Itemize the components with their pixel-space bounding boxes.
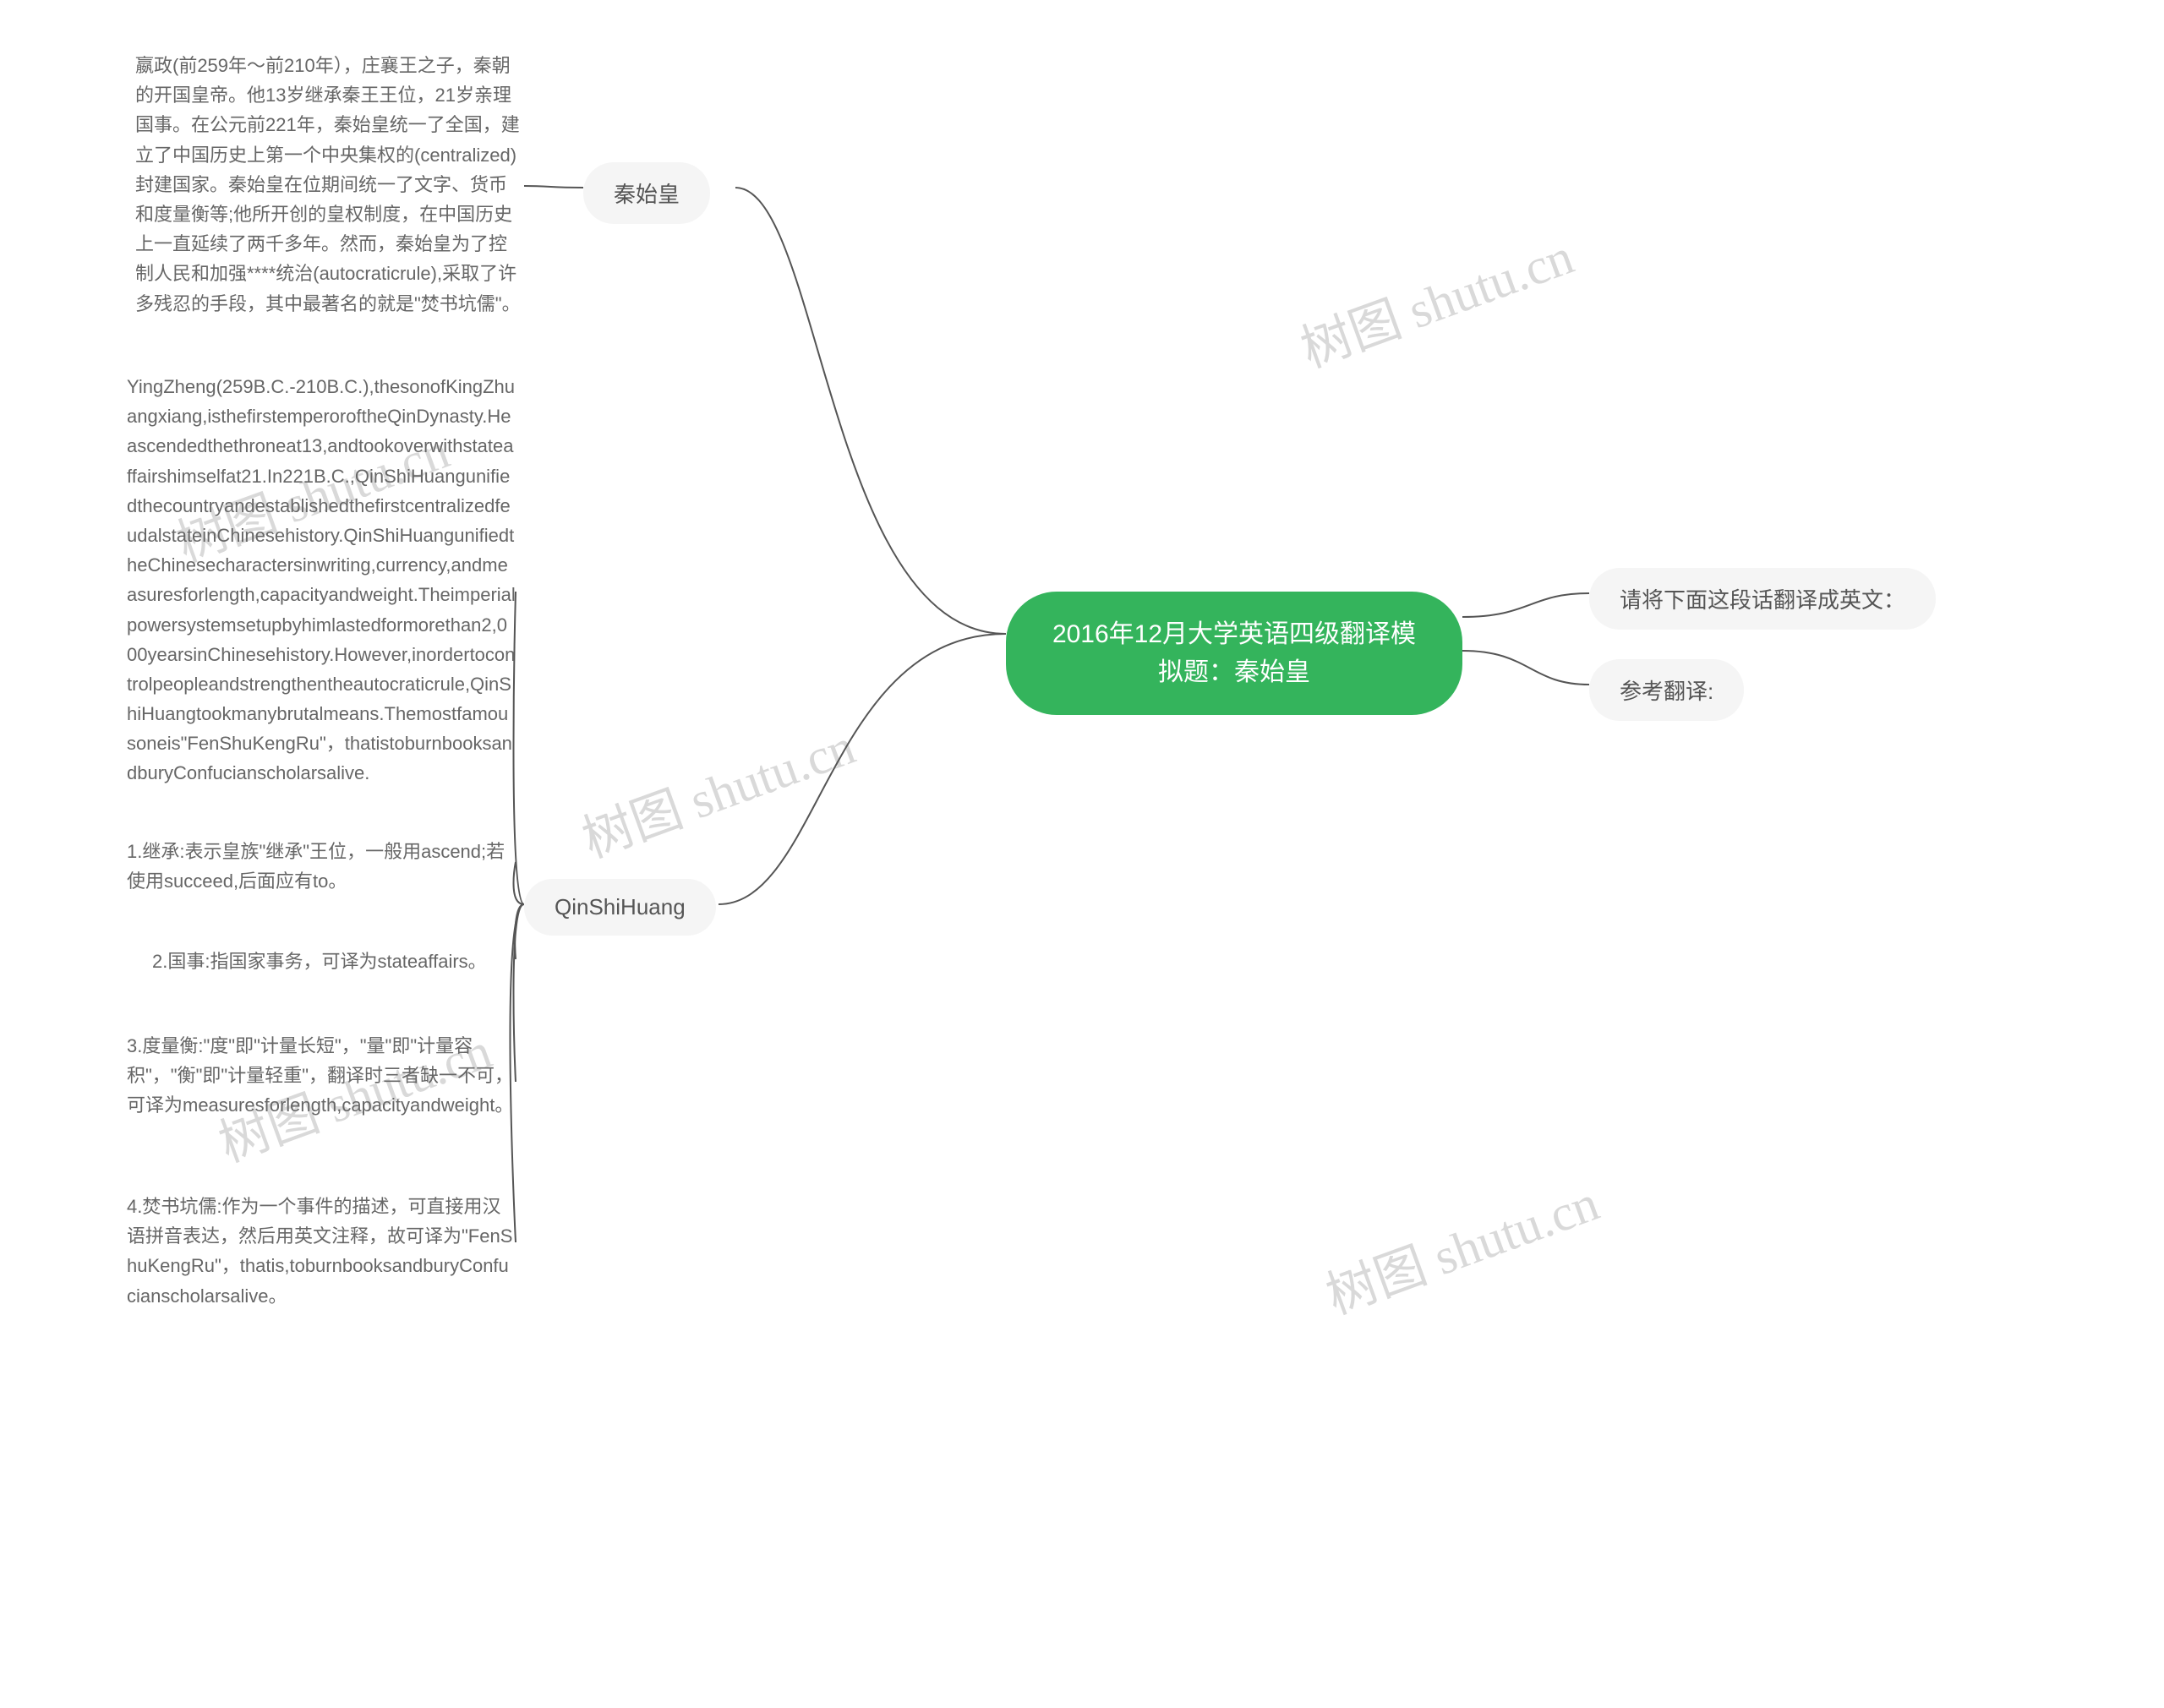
branch-node-reference[interactable]: 参考翻译: <box>1589 659 1744 721</box>
center-node[interactable]: 2016年12月大学英语四级翻译模拟题：秦始皇 <box>1006 592 1462 715</box>
edge <box>1462 651 1589 685</box>
leaf-node[interactable]: 2.国事:指国家事务，可译为stateaffairs。 <box>152 947 516 976</box>
branch-node-translate-prompt[interactable]: 请将下面这段话翻译成英文： <box>1589 568 1936 630</box>
edge <box>719 634 1006 904</box>
edge <box>524 186 583 188</box>
mindmap-canvas: 树图 shutu.cn 树图 shutu.cn 树图 shutu.cn 树图 s… <box>0 0 2164 1708</box>
leaf-node[interactable]: 4.焚书坑儒:作为一个事件的描述，可直接用汉语拼音表达，然后用英文注释，故可译为… <box>127 1192 516 1311</box>
leaf-node[interactable]: 嬴政(前259年〜前210年），庄襄王之子，秦朝的开国皇帝。他13岁继承秦王王位… <box>135 51 524 319</box>
leaf-node[interactable]: YingZheng(259B.C.-210B.C.),thesonofKingZ… <box>127 372 516 789</box>
watermark: 树图 shutu.cn <box>571 706 863 872</box>
branch-node-qinshihuang-cn[interactable]: 秦始皇 <box>583 162 710 224</box>
branch-node-qinshihuang-en[interactable]: QinShiHuang <box>524 879 716 936</box>
leaf-node[interactable]: 1.继承:表示皇族"继承"王位，一般用ascend;若使用succeed,后面应… <box>127 837 516 896</box>
edge <box>735 188 1006 634</box>
edge <box>515 904 524 959</box>
watermark: 树图 shutu.cn <box>1314 1162 1607 1329</box>
watermark: 树图 shutu.cn <box>1289 216 1582 382</box>
edge <box>1462 593 1589 617</box>
leaf-node[interactable]: 3.度量衡:"度"即"计量长短"，"量"即"计量容积"，"衡"即"计量轻重"，翻… <box>127 1031 516 1121</box>
